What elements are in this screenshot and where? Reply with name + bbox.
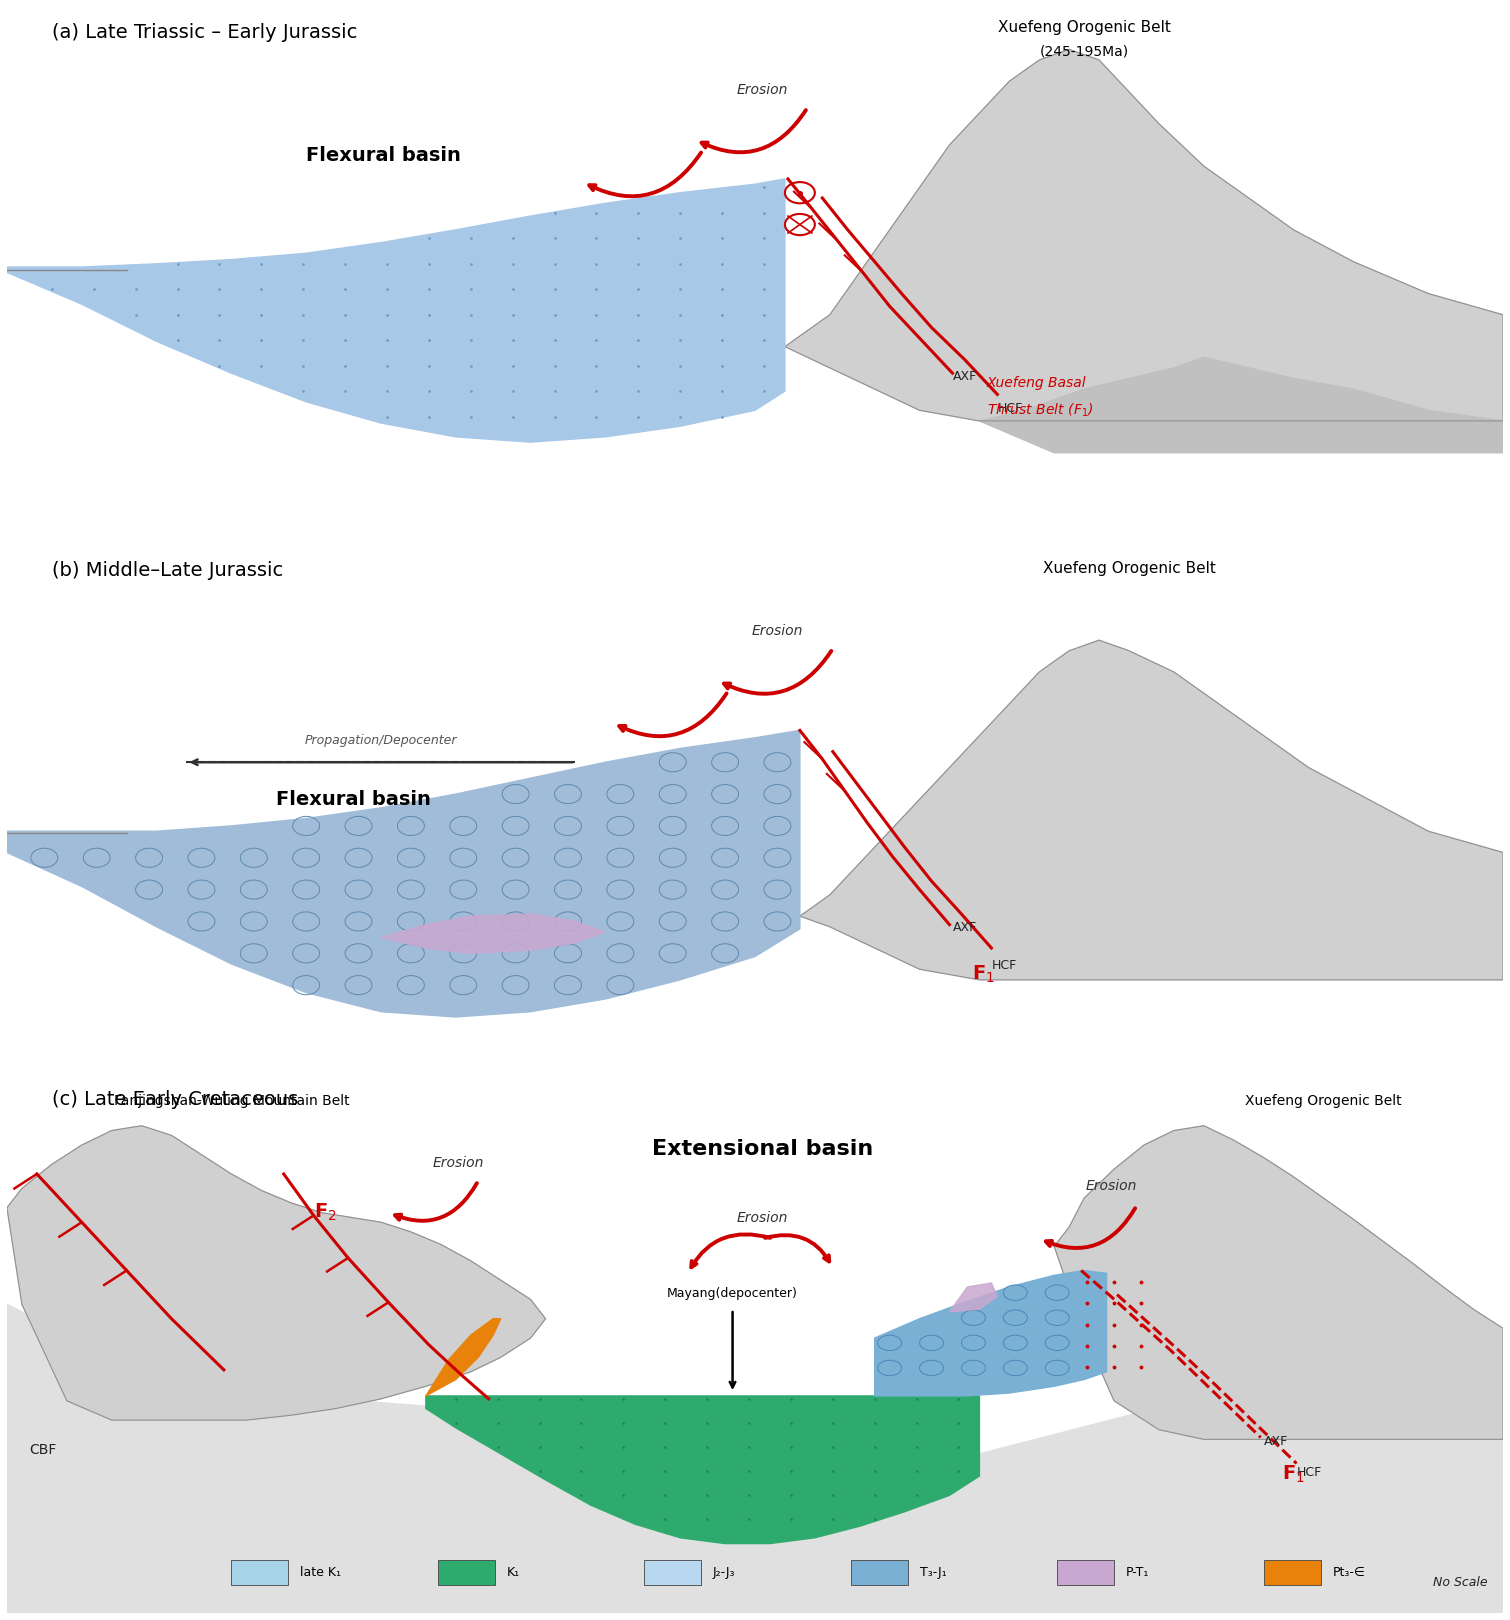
Polygon shape [1054, 1126, 1502, 1439]
Text: P-T₁: P-T₁ [1126, 1567, 1149, 1580]
Text: (a) Late Triassic – Early Jurassic: (a) Late Triassic – Early Jurassic [51, 23, 358, 42]
FancyBboxPatch shape [1264, 1560, 1321, 1584]
Text: AXF: AXF [953, 922, 977, 935]
Polygon shape [980, 358, 1502, 452]
FancyBboxPatch shape [438, 1560, 495, 1584]
Text: Fanjingshan-Wuling Mountain Belt: Fanjingshan-Wuling Mountain Belt [113, 1094, 349, 1108]
Polygon shape [381, 914, 606, 953]
FancyBboxPatch shape [850, 1560, 908, 1584]
Polygon shape [426, 1319, 501, 1396]
Text: Mayang(depocenter): Mayang(depocenter) [667, 1286, 797, 1299]
Polygon shape [800, 640, 1502, 980]
Text: late K₁: late K₁ [300, 1567, 341, 1580]
Text: F$_1$: F$_1$ [972, 964, 995, 985]
Text: Erosion: Erosion [433, 1157, 485, 1170]
FancyBboxPatch shape [1057, 1560, 1114, 1584]
Text: CBF: CBF [29, 1443, 57, 1456]
Polygon shape [8, 1304, 1502, 1614]
Polygon shape [785, 49, 1502, 421]
Text: Extensional basin: Extensional basin [652, 1139, 873, 1158]
Polygon shape [874, 1270, 1107, 1396]
Text: Erosion: Erosion [752, 624, 803, 638]
Polygon shape [8, 731, 800, 1017]
Polygon shape [426, 1396, 980, 1544]
Text: Xuefeng Orogenic Belt: Xuefeng Orogenic Belt [1246, 1094, 1401, 1108]
Text: K₁: K₁ [507, 1567, 519, 1580]
Text: No Scale: No Scale [1433, 1576, 1487, 1589]
Text: F$_2$: F$_2$ [314, 1202, 337, 1223]
Text: Xuefeng Basal: Xuefeng Basal [988, 376, 1087, 390]
FancyBboxPatch shape [231, 1560, 288, 1584]
Text: (c) Late Early Cretaceous: (c) Late Early Cretaceous [51, 1090, 297, 1110]
Text: Pt₃-∈: Pt₃-∈ [1332, 1567, 1365, 1580]
Text: HCF: HCF [1297, 1466, 1321, 1479]
Text: (245-195Ma): (245-195Ma) [1039, 44, 1128, 58]
Text: (b) Middle–Late Jurassic: (b) Middle–Late Jurassic [51, 561, 282, 580]
Text: F$_1$: F$_1$ [1282, 1464, 1305, 1486]
Text: HCF: HCF [992, 959, 1016, 972]
Text: Erosion: Erosion [1086, 1179, 1137, 1194]
Text: Erosion: Erosion [737, 83, 788, 97]
Text: T₃-J₁: T₃-J₁ [920, 1567, 947, 1580]
Text: Flexural basin: Flexural basin [276, 789, 432, 808]
Text: HCF: HCF [998, 402, 1022, 415]
Text: Erosion: Erosion [737, 1212, 788, 1225]
Polygon shape [8, 1126, 545, 1421]
Text: J₂-J₃: J₂-J₃ [713, 1567, 735, 1580]
Text: Flexural basin: Flexural basin [307, 146, 461, 165]
FancyBboxPatch shape [645, 1560, 701, 1584]
Text: Xuefeng Orogenic Belt: Xuefeng Orogenic Belt [998, 19, 1170, 34]
Text: AXF: AXF [953, 369, 977, 382]
Text: Xuefeng Orogenic Belt: Xuefeng Orogenic Belt [1042, 561, 1216, 575]
Polygon shape [8, 178, 785, 442]
Polygon shape [950, 1283, 998, 1312]
Text: AXF: AXF [1264, 1435, 1288, 1448]
Text: Propagation/Depocenter: Propagation/Depocenter [305, 734, 458, 747]
Text: Thrust Belt (F$_1$): Thrust Belt (F$_1$) [988, 402, 1093, 420]
